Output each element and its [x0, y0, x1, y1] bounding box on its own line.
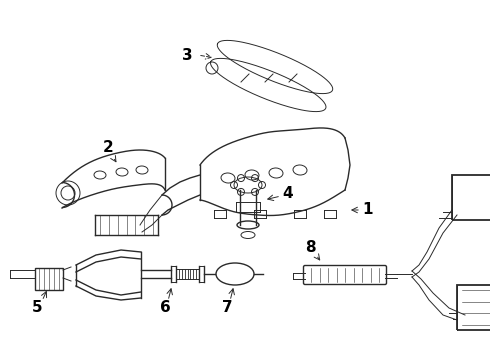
Text: 7: 7 — [221, 301, 232, 315]
Text: 3: 3 — [182, 48, 193, 63]
Text: 8: 8 — [305, 240, 315, 256]
Text: 1: 1 — [362, 202, 372, 217]
Text: 5: 5 — [32, 301, 42, 315]
Text: 4: 4 — [282, 185, 293, 201]
Text: 6: 6 — [160, 301, 171, 315]
Text: 2: 2 — [102, 140, 113, 156]
